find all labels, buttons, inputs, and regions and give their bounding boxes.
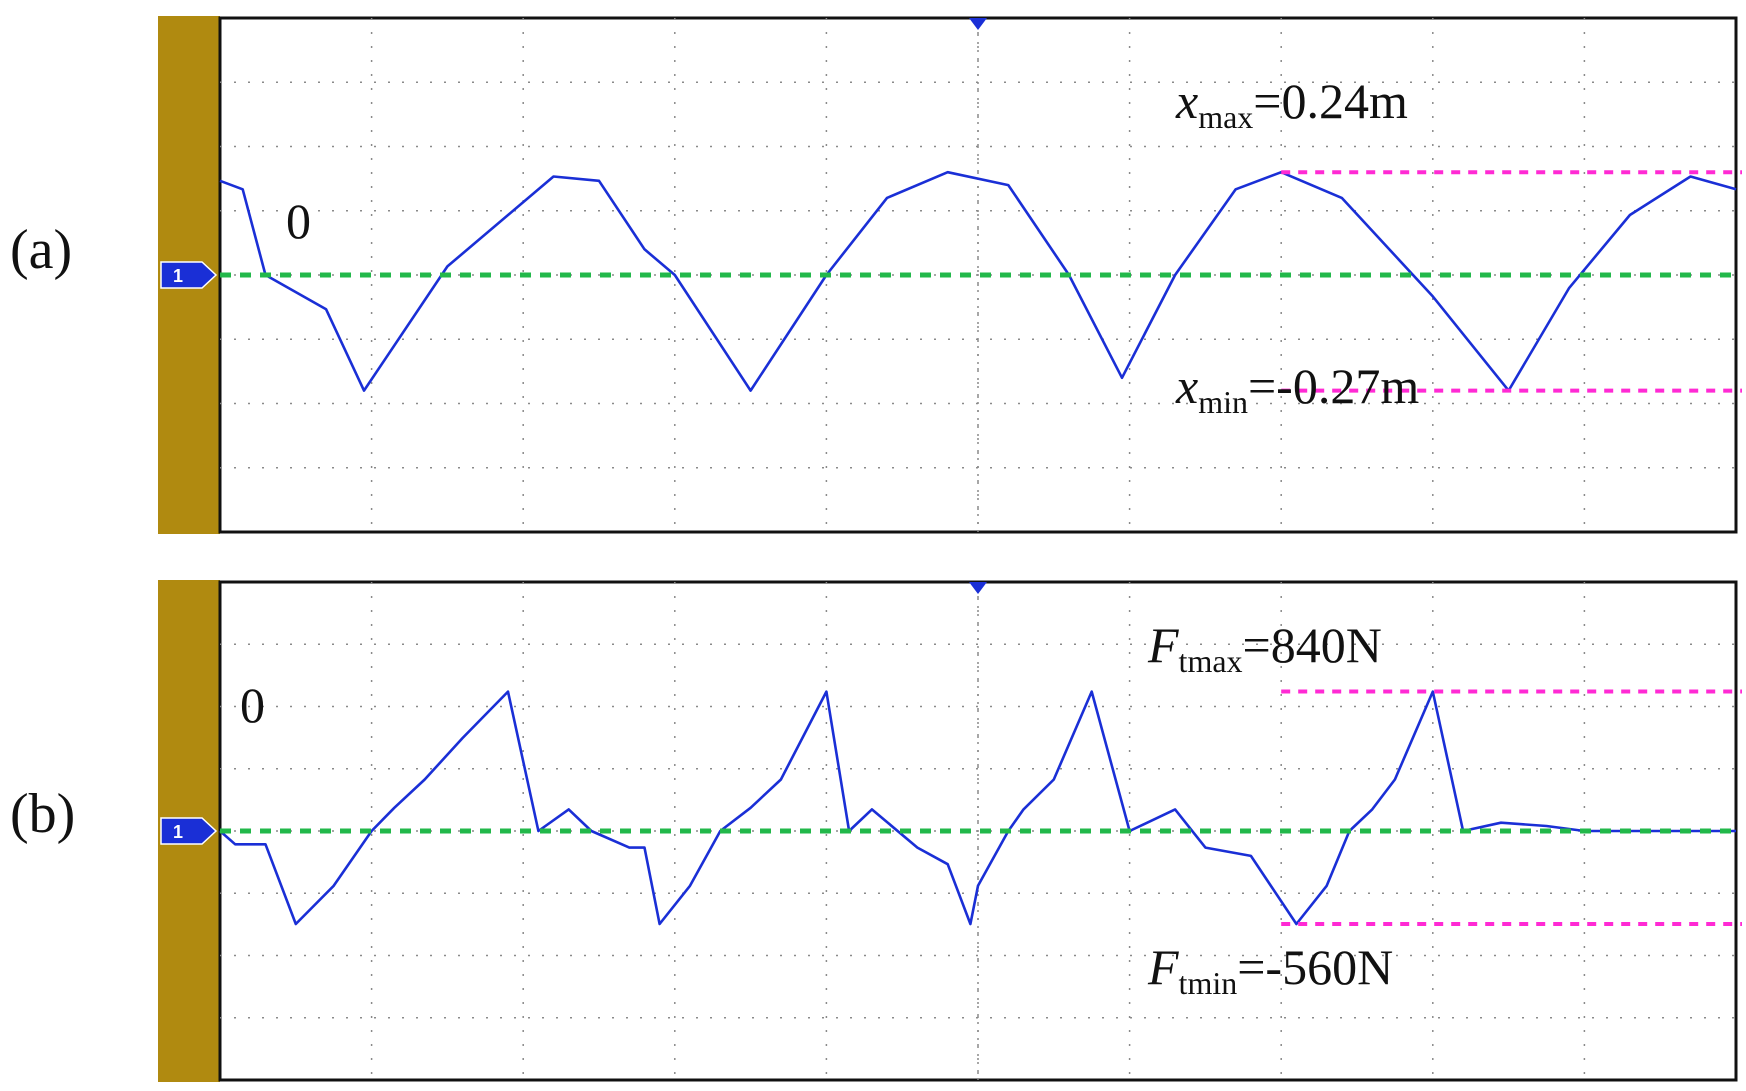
trace-line xyxy=(219,690,1736,926)
scope-panel-a: 1 0 xmax=0.24m xmin=-0.27m xyxy=(158,16,1746,534)
channel-marker-shape xyxy=(160,817,218,845)
annotation-max-b: Ftmax=840N xyxy=(1148,620,1382,677)
annotation-sub: min xyxy=(1198,384,1248,420)
scope-panel-b: 1 0 Ftmax=840N Ftmin=-560N xyxy=(158,580,1746,1082)
trigger-marker xyxy=(969,18,987,30)
channel-marker: 1 xyxy=(160,261,218,289)
channel-marker-label: 1 xyxy=(173,822,183,842)
channel-marker-label: 1 xyxy=(173,266,183,286)
channel-marker-shape xyxy=(160,261,218,289)
annotation-value: =840N xyxy=(1242,617,1382,673)
zero-label-b: 0 xyxy=(240,677,265,733)
annotation-min-a: xmin=-0.27m xyxy=(1176,361,1419,418)
annotation-max-a: xmax=0.24m xyxy=(1176,76,1408,133)
annotation-sub: max xyxy=(1198,99,1254,135)
scope-plot-b: 1 xyxy=(158,580,1742,1082)
annotation-var: x xyxy=(1176,73,1199,129)
annotation-min-b: Ftmin=-560N xyxy=(1148,942,1393,999)
annotation-var: F xyxy=(1148,617,1179,673)
trace-line xyxy=(219,170,1737,392)
annotation-value: =0.24m xyxy=(1253,73,1408,129)
annotation-var: x xyxy=(1176,358,1199,414)
channel-marker: 1 xyxy=(160,817,218,845)
annotation-value: =-0.27m xyxy=(1247,358,1420,414)
zero-label-a: 0 xyxy=(286,193,311,249)
annotation-var: F xyxy=(1148,939,1179,995)
panel-label-b: (b) xyxy=(10,783,76,845)
annotation-value: =-560N xyxy=(1237,939,1394,995)
scope-plot-a: 1 xyxy=(158,16,1742,534)
annotation-sub: tmin xyxy=(1178,965,1238,1001)
trigger-marker xyxy=(969,582,987,594)
panel-label-a: (a) xyxy=(10,219,73,281)
annotation-sub: tmax xyxy=(1178,643,1243,679)
